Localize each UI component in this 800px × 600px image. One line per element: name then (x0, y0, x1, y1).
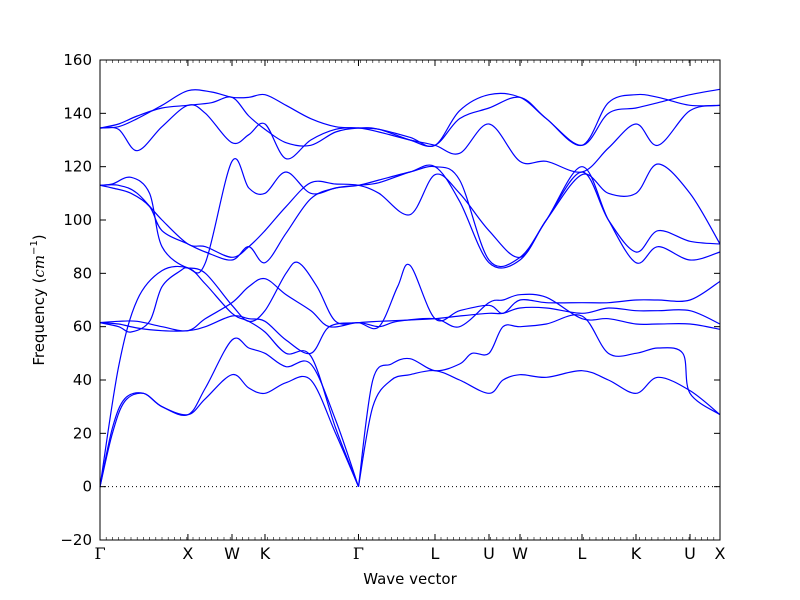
band-line-10 (99, 158, 721, 274)
y-axis-label: Frequency (cm−1) (29, 234, 48, 365)
y-tick-label: 20 (73, 424, 92, 442)
k-point-label: L (431, 544, 440, 563)
axes-frame (99, 59, 721, 541)
k-point-label: Γ (94, 544, 105, 563)
band-line-3 (99, 265, 360, 487)
high-symmetry-lines (188, 60, 690, 540)
k-point-label: W (512, 544, 528, 563)
y-tick-label: 160 (63, 51, 92, 69)
y-tick-label: 100 (63, 211, 92, 229)
y-tick-label: 140 (63, 104, 92, 122)
x-axis-label: Wave vector (363, 570, 457, 588)
band-line-11 (99, 164, 721, 269)
band-line-4 (357, 369, 721, 487)
band-lines (99, 88, 721, 487)
band-line-12 (99, 104, 721, 173)
band-line-8 (99, 277, 721, 332)
band-line-6 (99, 261, 721, 333)
k-point-label: L (578, 544, 587, 563)
band-line-7 (99, 306, 721, 355)
k-point-label: U (684, 544, 696, 563)
k-point-label: K (631, 544, 642, 563)
y-tick-label: 80 (73, 264, 92, 282)
k-point-label: X (182, 544, 193, 563)
y-tick-label: −20 (60, 531, 92, 549)
band-line-5 (357, 314, 721, 487)
band-line-1 (99, 374, 360, 487)
plot-frame (99, 59, 721, 541)
y-tick-label: 120 (63, 158, 92, 176)
k-point-label: K (260, 544, 271, 563)
y-tick-label: 60 (73, 318, 92, 336)
y-axis-ticks: −20 0 20 40 60 80 100 120 140 160 (60, 51, 720, 549)
k-point-label: Γ (353, 544, 364, 563)
y-tick-label: 40 (73, 371, 92, 389)
k-point-label: U (483, 544, 495, 563)
band-line-14 (99, 89, 721, 147)
k-point-label: X (715, 544, 726, 563)
band-line-9 (99, 163, 721, 258)
band-line-2 (99, 337, 360, 487)
y-tick-label: 0 (82, 478, 92, 496)
k-point-label: W (224, 544, 240, 563)
